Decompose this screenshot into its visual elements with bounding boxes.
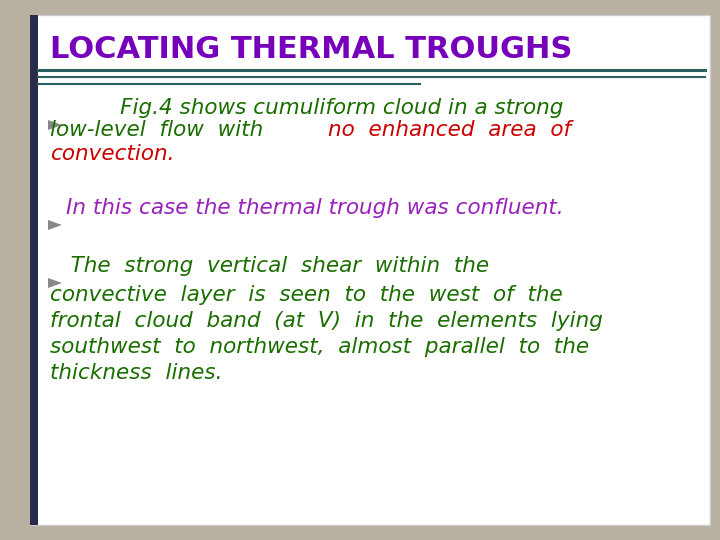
Text: convection.: convection.	[50, 144, 174, 164]
Polygon shape	[48, 220, 62, 230]
Text: LOCATING THERMAL TROUGHS: LOCATING THERMAL TROUGHS	[50, 35, 572, 64]
Text: frontal  cloud  band  (at  V)  in  the  elements  lying: frontal cloud band (at V) in the element…	[50, 311, 603, 331]
Text: The  strong  vertical  shear  within  the: The strong vertical shear within the	[50, 256, 489, 276]
Text: low-level  flow  with: low-level flow with	[50, 120, 277, 140]
Bar	[30, 15, 38, 525]
Text: southwest  to  northwest,  almost  parallel  to  the: southwest to northwest, almost parallel …	[50, 337, 589, 357]
Text: thickness  lines.: thickness lines.	[50, 363, 222, 383]
Text: In this case the thermal trough was confluent.: In this case the thermal trough was conf…	[66, 198, 564, 218]
Text: Fig.4 shows cumuliform cloud in a strong: Fig.4 shows cumuliform cloud in a strong	[72, 98, 563, 118]
Polygon shape	[48, 278, 62, 288]
Text: convective  layer  is  seen  to  the  west  of  the: convective layer is seen to the west of …	[50, 285, 563, 305]
Text: no  enhanced  area  of: no enhanced area of	[328, 120, 571, 140]
Polygon shape	[48, 120, 62, 130]
